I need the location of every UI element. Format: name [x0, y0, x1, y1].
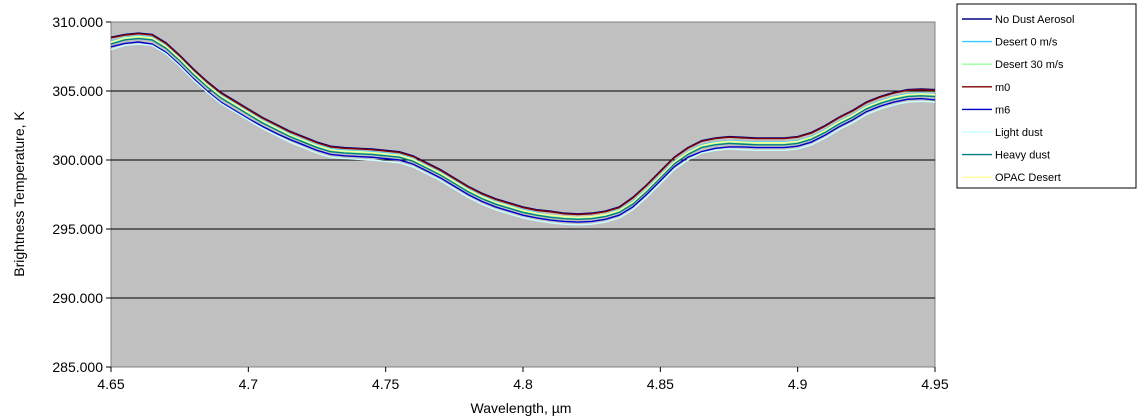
y-tick-label: 305.000 — [52, 83, 103, 99]
series-line — [110, 35, 936, 218]
gridlines — [111, 90, 935, 299]
y-tick-label: 300.000 — [52, 152, 103, 168]
legend-label: Heavy dust — [995, 150, 1050, 162]
legend-label: Desert 0 m/s — [995, 37, 1058, 49]
y-tick-label: 285.000 — [52, 359, 103, 375]
x-axis-title: Wavelength, µm — [471, 400, 572, 416]
legend-label: m6 — [995, 104, 1010, 116]
series-line — [110, 37, 936, 221]
legend: No Dust Aerosol Desert 0 m/s Desert 30 m/s… — [956, 3, 1137, 189]
legend-label: Light dust — [995, 127, 1043, 139]
y-axis-title: Brightness Temperature, K — [11, 111, 27, 277]
legend-label: Desert 30 m/s — [995, 59, 1064, 71]
legend-label: m0 — [995, 82, 1010, 94]
legend-label: No Dust Aerosol — [995, 14, 1074, 26]
y-tick-label: 290.000 — [52, 290, 103, 306]
plot-area — [110, 21, 936, 368]
series-layer — [110, 32, 936, 226]
x-tick-label: 4.7 — [239, 376, 259, 392]
x-tick-label: 4.65 — [97, 376, 124, 392]
y-tick-label: 310.000 — [52, 14, 103, 30]
y-tick-label: 295.000 — [52, 221, 103, 237]
legend-items: No Dust Aerosol Desert 0 m/s Desert 30 m/s… — [962, 14, 1074, 184]
series-line — [110, 41, 936, 223]
x-tick-label: 4.95 — [921, 376, 948, 392]
x-tick-label: 4.8 — [513, 376, 533, 392]
x-tick-label: 4.85 — [647, 376, 674, 392]
x-tick-label: 4.75 — [372, 376, 399, 392]
series-line — [110, 43, 936, 226]
legend-box — [956, 3, 1137, 189]
legend-label: OPAC Desert — [995, 172, 1061, 184]
series-line — [110, 33, 936, 216]
axis-ticks: 285.000 290.000 295.000 300.000 305.000 310.0… — [52, 14, 948, 392]
x-tick-label: 4.9 — [788, 376, 808, 392]
